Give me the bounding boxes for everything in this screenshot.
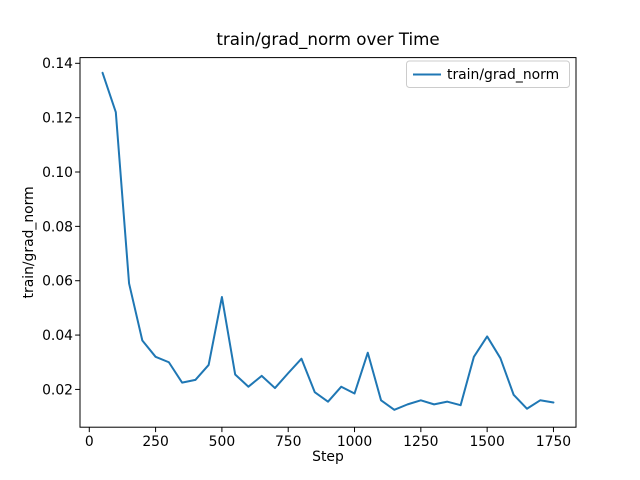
- x-axis-label: Step: [312, 449, 344, 465]
- plot-area: [79, 57, 577, 428]
- y-tick-label: 0.06: [42, 274, 73, 290]
- x-tick-label: 1250: [403, 434, 438, 450]
- y-tick-label: 0.04: [42, 328, 73, 344]
- x-tick-label: 0: [85, 434, 94, 450]
- legend-box: [406, 60, 570, 88]
- y-axis-label: train/grad_norm: [21, 186, 37, 298]
- x-tick-label: 1500: [469, 434, 504, 450]
- x-tick-label: 1000: [337, 434, 372, 450]
- x-tick-label: 250: [142, 434, 169, 450]
- chart-title: train/grad_norm over Time: [216, 29, 439, 50]
- legend-label: train/grad_norm: [447, 67, 559, 83]
- y-tick-label: 0.02: [42, 382, 73, 398]
- grad-norm-line: [101, 71, 555, 411]
- x-tick-label: 750: [275, 434, 302, 450]
- x-tick-label: 500: [209, 434, 236, 450]
- y-tick-label: 0.08: [42, 219, 73, 235]
- x-tick-label: 1750: [536, 434, 571, 450]
- y-tick-label: 0.10: [42, 165, 73, 181]
- legend: train/grad_norm: [406, 60, 570, 88]
- y-axis-ticks: 0.02 0.04 0.06 0.08 0.10 0.12 0.14: [42, 56, 80, 398]
- y-tick-label: 0.14: [42, 56, 73, 72]
- y-tick-label: 0.12: [42, 111, 73, 127]
- x-axis-ticks: 0 250 500 750 1000 1250 1500 1750: [85, 427, 571, 450]
